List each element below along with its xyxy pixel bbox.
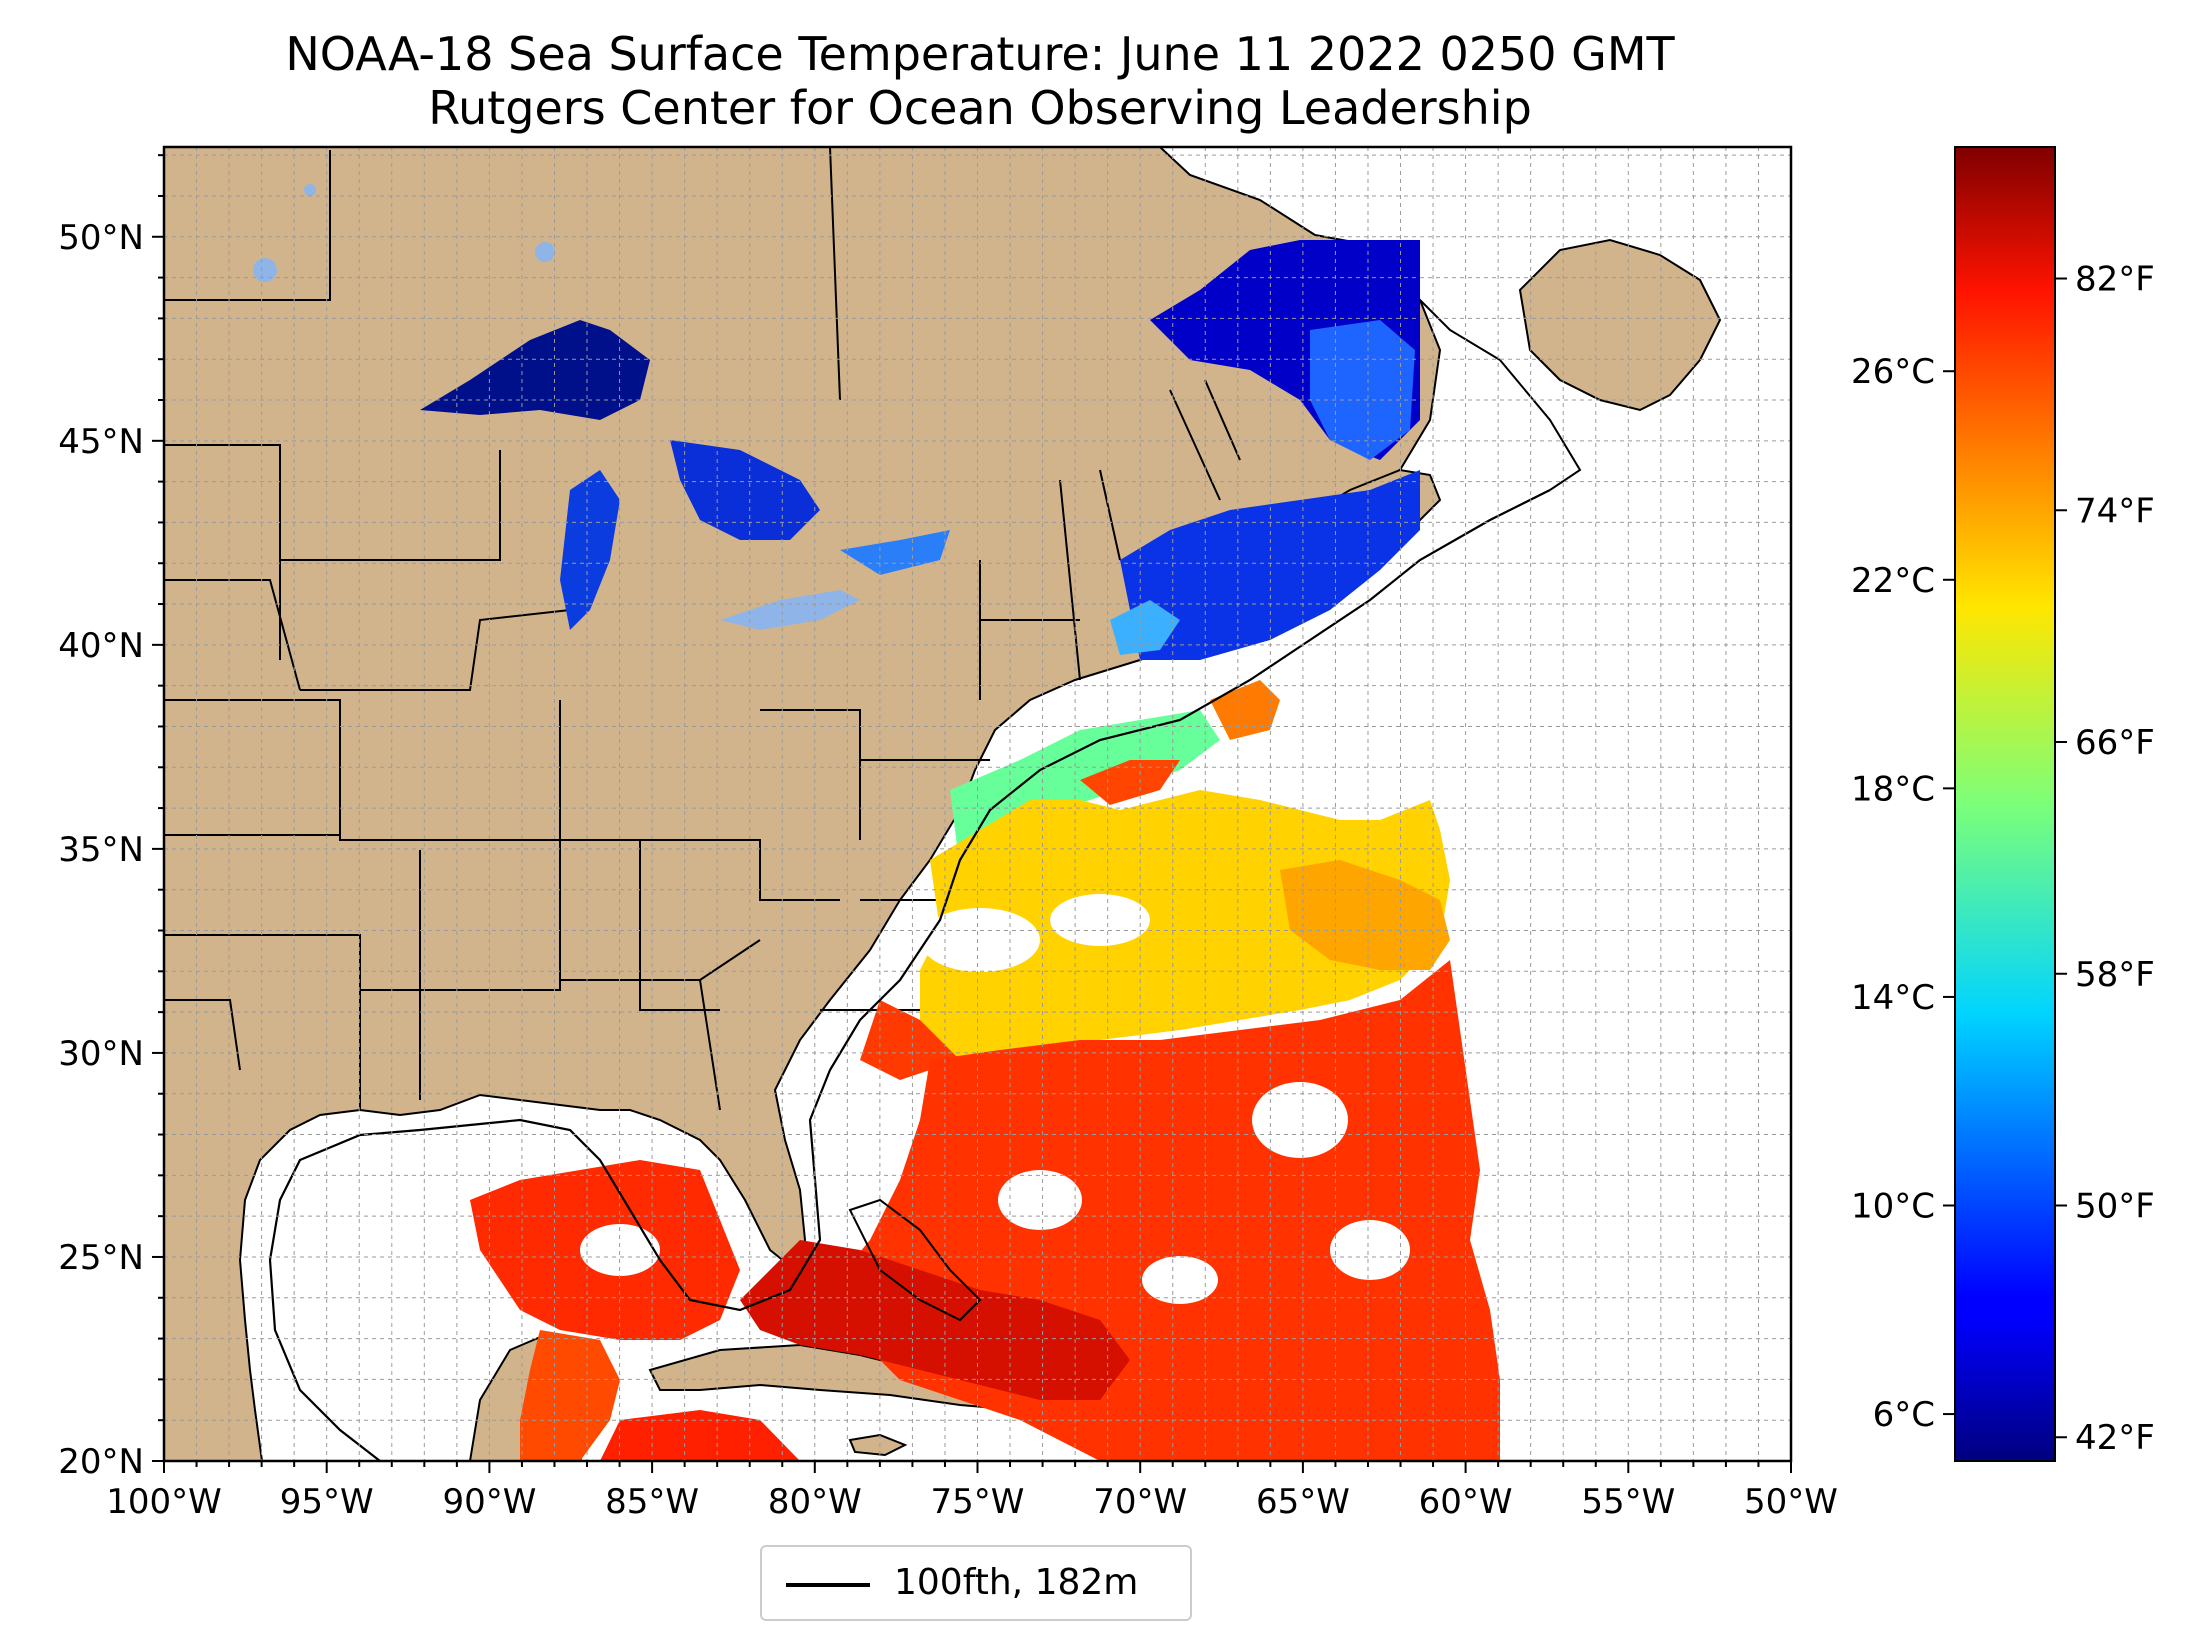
jamaica-land xyxy=(848,1433,908,1457)
lon-tick-label: 85°W xyxy=(605,1482,699,1522)
state-borders xyxy=(164,147,1241,1111)
graticule xyxy=(164,147,1791,1461)
legend-line-swatch xyxy=(786,1583,870,1587)
north-america-land xyxy=(164,147,1442,1461)
cloud-gaps xyxy=(580,894,1410,1304)
legend: 100fth, 182m xyxy=(760,1545,1192,1621)
lon-tick-label: 75°W xyxy=(931,1482,1025,1522)
lat-tick-label: 35°N xyxy=(58,830,144,870)
lon-tick-label: 55°W xyxy=(1581,1482,1675,1522)
longitude-axis: 100°W 95°W 90°W 85°W 80°W 75°W 70°W 65°W 60°W 55°… xyxy=(106,1461,1838,1522)
bathymetry-contour-100fth xyxy=(268,489,1551,1461)
celsius-tick-label: 14°C xyxy=(1851,978,1935,1018)
map-subtitle: Rutgers Center for Ocean Observing Leade… xyxy=(428,81,1532,135)
fahrenheit-tick-label: 50°F xyxy=(2075,1187,2155,1227)
colorbar xyxy=(1954,146,2056,1462)
celsius-tick-label: 6°C xyxy=(1873,1395,1935,1435)
lat-tick-label: 45°N xyxy=(58,422,144,462)
lon-tick-label: 70°W xyxy=(1093,1482,1187,1522)
sst-data xyxy=(470,240,1500,1461)
celsius-tick-label: 18°C xyxy=(1851,769,1935,809)
fahrenheit-tick-label: 66°F xyxy=(2075,723,2155,763)
celsius-tick-label: 26°C xyxy=(1851,352,1935,392)
lat-tick-label: 30°N xyxy=(58,1034,144,1074)
lat-tick-label: 25°N xyxy=(58,1238,144,1278)
lat-tick-label: 50°N xyxy=(58,218,144,258)
fahrenheit-tick-label: 74°F xyxy=(2075,491,2155,531)
celsius-tick-label: 22°C xyxy=(1851,561,1935,601)
bahamas-contour xyxy=(848,1198,982,1322)
lon-tick-label: 95°W xyxy=(280,1482,374,1522)
lon-tick-label: 50°W xyxy=(1744,1482,1838,1522)
lon-tick-label: 80°W xyxy=(768,1482,862,1522)
colorbar-fahrenheit-axis: 42°F 50°F 58°F 66°F 74°F 82°F xyxy=(2055,260,2155,1458)
latitude-axis: 20°N 25°N 30°N 35°N 40°N 45°N 50°N xyxy=(58,154,164,1482)
lon-tick-label: 60°W xyxy=(1419,1482,1513,1522)
fahrenheit-tick-label: 82°F xyxy=(2075,260,2155,300)
map-area xyxy=(164,147,1791,1461)
celsius-tick-label: 10°C xyxy=(1851,1187,1935,1227)
newfoundland-land xyxy=(1518,238,1722,412)
lat-tick-label: 20°N xyxy=(58,1442,144,1482)
legend-label: 100fth, 182m xyxy=(894,1562,1139,1603)
lon-tick-label: 100°W xyxy=(106,1482,222,1522)
map-title: NOAA-18 Sea Surface Temperature: June 11… xyxy=(285,27,1675,81)
fahrenheit-tick-label: 58°F xyxy=(2075,955,2155,995)
lat-tick-label: 40°N xyxy=(58,626,144,666)
lon-tick-label: 90°W xyxy=(442,1482,536,1522)
colorbar-celsius-axis: 6°C 10°C 14°C 18°C 22°C 26°C xyxy=(1851,352,1955,1435)
lon-tick-label: 65°W xyxy=(1256,1482,1350,1522)
fahrenheit-tick-label: 42°F xyxy=(2075,1418,2155,1458)
bathymetry-contour-north xyxy=(1419,299,1582,491)
